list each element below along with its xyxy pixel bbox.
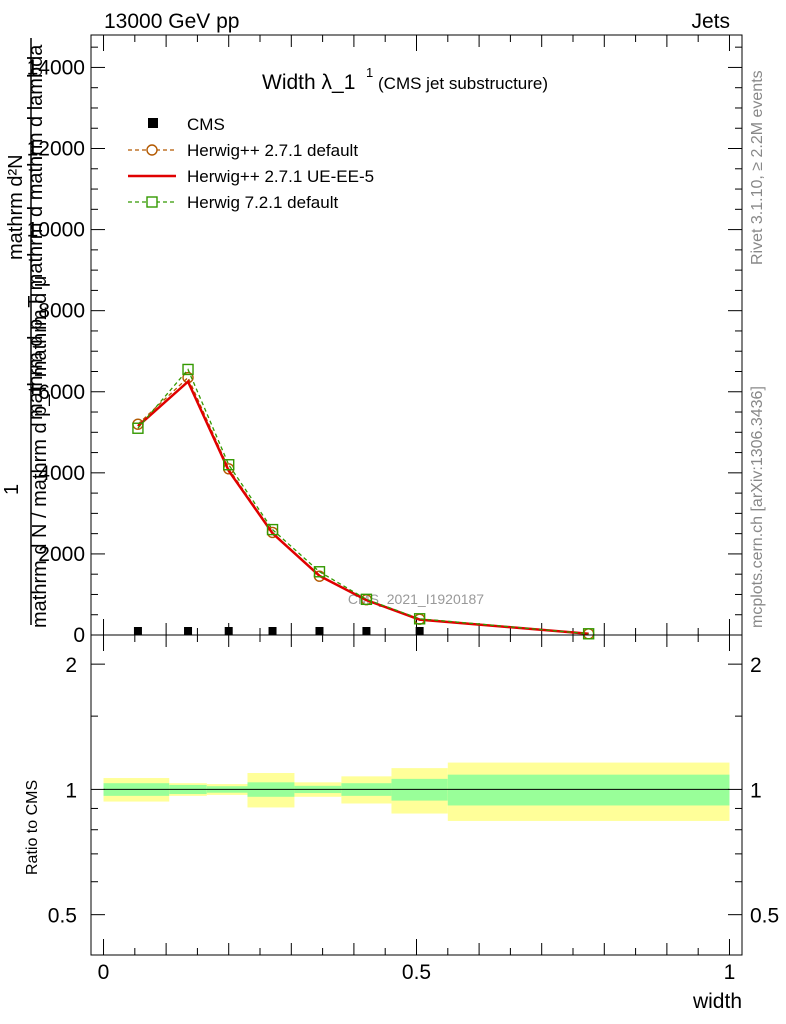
- data-point: [313, 566, 326, 578]
- ratio-axis-ticks: 0.5 0.5 1 1 2 2 0 0.5 1: [48, 635, 779, 984]
- ylabel-numerator: 1: [1, 484, 23, 495]
- title-superscript: 1: [366, 65, 373, 80]
- ylabel-top: mathrm d²N: [5, 154, 27, 260]
- legend-label: Herwig 7.2.1 default: [187, 193, 338, 212]
- data-point: [362, 627, 371, 635]
- main-y-tick-label: 4000: [38, 462, 85, 485]
- legend-item: Herwig 7.2.1 default: [128, 193, 338, 212]
- series-herwig-7-2-1-default: [132, 363, 595, 640]
- ratio-bands: [103, 762, 730, 821]
- main-y-tick-label: 14000: [27, 56, 85, 79]
- series-herwig-2-7-1-ue-ee-5: [137, 379, 589, 636]
- main-y-tick-label: 6000: [38, 381, 85, 404]
- ratio-y-tick-label-right: 1: [750, 779, 762, 802]
- data-point: [184, 627, 193, 635]
- data-point: [223, 459, 235, 471]
- legend-item: Herwig++ 2.7.1 default: [128, 141, 358, 160]
- legend-marker: [146, 196, 158, 208]
- data-point: [413, 613, 426, 625]
- main-title: Width λ_1 1 (CMS jet substructure): [262, 65, 548, 94]
- ratio-y-tick-label: 0.5: [48, 905, 77, 928]
- ratio-y-tick-label: 2: [65, 654, 77, 677]
- title-subtitle: (CMS jet substructure): [378, 74, 548, 93]
- title-text: Width λ_1: [262, 71, 355, 94]
- main-series-group: [132, 363, 595, 640]
- legend-label: Herwig++ 2.7.1 default: [187, 141, 358, 160]
- data-point: [133, 627, 142, 635]
- rivet-label: Rivet 3.1.10, ≥ 2.2M events: [749, 70, 766, 265]
- header-left: 13000 GeV pp: [104, 10, 239, 33]
- legend-marker: [146, 144, 158, 156]
- legend: CMS Herwig++ 2.7.1 default Herwig++ 2.7.1 …: [128, 115, 374, 212]
- series-line: [137, 379, 589, 636]
- ylabel-denominator: mathrm d N / mathrm d p_T mathrm d μ: [29, 276, 51, 628]
- legend-item: Herwig++ 2.7.1 UE-EE-5: [128, 167, 374, 186]
- data-point: [582, 628, 595, 640]
- main-y-tick-label: 2000: [38, 543, 85, 566]
- ratio-y-axis-label: Ratio to CMS: [24, 780, 41, 875]
- legend-label: Herwig++ 2.7.1 UE-EE-5: [187, 167, 374, 186]
- series-cms: [133, 627, 424, 635]
- series-line: [137, 368, 589, 635]
- data-point: [224, 627, 233, 635]
- analysis-watermark: CMS_2021_I1920187: [348, 591, 484, 607]
- x-tick-label: 0: [98, 961, 110, 984]
- mcplots-label: mcplots.cern.ch [arXiv:1306.3436]: [749, 386, 766, 628]
- header-right: Jets: [691, 10, 730, 33]
- data-point: [360, 593, 373, 606]
- data-point: [266, 523, 279, 536]
- main-y-tick-label: 0: [73, 624, 85, 647]
- main-y-tick-label: 8000: [38, 300, 85, 323]
- legend-marker: [148, 118, 158, 128]
- x-tick-label: 1: [724, 961, 736, 984]
- main-y-tick-label: 10000: [27, 219, 85, 242]
- legend-item: CMS: [148, 115, 225, 134]
- data-point: [415, 627, 424, 635]
- legend-label: CMS: [187, 115, 225, 134]
- ratio-y-tick-label: 1: [65, 779, 77, 802]
- ratio-stat-uncertainty: [447, 774, 730, 806]
- data-point: [315, 627, 324, 635]
- main-y-axis-label: mathrm d²N mathrm d p_T mathrm d mathrm …: [1, 38, 51, 628]
- x-axis-label: width: [692, 990, 742, 1013]
- main-y-tick-label: 12000: [27, 138, 85, 161]
- ratio-y-tick-label-right: 0.5: [750, 905, 779, 928]
- main-axis-ticks: 0 2000 4000 6000 8000 10000 12000 14000: [27, 35, 742, 647]
- data-point: [268, 627, 277, 635]
- data-point: [132, 422, 144, 434]
- ratio-y-tick-label-right: 2: [750, 654, 762, 677]
- data-point: [182, 363, 194, 376]
- x-tick-label: 0.5: [402, 961, 431, 984]
